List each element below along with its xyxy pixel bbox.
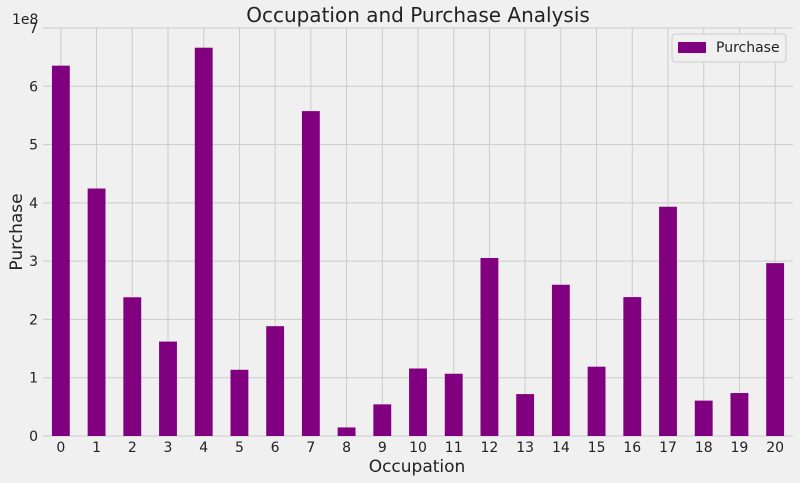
x-tick-label: 16 xyxy=(623,440,641,456)
x-tick-label: 15 xyxy=(588,440,606,456)
legend-box xyxy=(671,33,787,63)
x-tick-label: 5 xyxy=(235,440,244,456)
bar-occupation-11 xyxy=(444,373,463,436)
x-tick-label: 19 xyxy=(731,440,749,456)
x-tick-label: 7 xyxy=(306,440,315,456)
x-tick-label: 8 xyxy=(342,440,351,456)
x-tick-label: 1 xyxy=(92,440,101,456)
bar-occupation-14 xyxy=(551,284,570,436)
bar-occupation-0 xyxy=(51,65,70,436)
x-tick-label: 3 xyxy=(164,440,173,456)
bar-occupation-4 xyxy=(194,47,213,437)
bars xyxy=(51,47,785,437)
x-tick-label: 4 xyxy=(199,440,208,456)
x-tick-label: 9 xyxy=(378,440,387,456)
bar-occupation-19 xyxy=(730,393,749,436)
y-tick-label: 5 xyxy=(29,138,38,154)
y-tick-label: 3 xyxy=(29,254,38,270)
legend-swatch xyxy=(678,42,706,53)
bar-occupation-15 xyxy=(587,366,606,436)
y-tick-label: 1 xyxy=(29,371,38,387)
chart-title: Occupation and Purchase Analysis xyxy=(246,3,590,27)
x-tick-label: 12 xyxy=(481,440,499,456)
x-tick-label: 14 xyxy=(552,440,570,456)
bar-occupation-6 xyxy=(266,326,285,436)
x-tick-label: 0 xyxy=(56,440,65,456)
y-tick-label: 0 xyxy=(29,429,38,445)
bar-occupation-1 xyxy=(87,188,106,436)
x-tick-label: 13 xyxy=(516,440,534,456)
bar-occupation-16 xyxy=(623,297,642,436)
y-tick-label: 2 xyxy=(29,312,38,328)
bar-occupation-8 xyxy=(337,427,356,436)
x-tick-label: 10 xyxy=(409,440,427,456)
x-tick-label: 17 xyxy=(659,440,677,456)
x-tick-label: 20 xyxy=(766,440,784,456)
y-offset-label: 1e8 xyxy=(12,12,38,28)
y-tick-label: 4 xyxy=(29,196,38,212)
legend-label: Purchase xyxy=(716,40,780,56)
bar-occupation-18 xyxy=(694,400,713,436)
x-axis-ticks: 0 1 2 3 4 5 6 7 8 9 10 11 12 13 14 15 16 17 18 19 20 xyxy=(56,440,784,456)
x-tick-label: 18 xyxy=(695,440,713,456)
bar-occupation-12 xyxy=(480,257,499,436)
y-tick-label: 6 xyxy=(29,79,38,95)
x-axis-label: Occupation xyxy=(369,457,466,477)
bar-occupation-7 xyxy=(301,111,320,437)
bar-occupation-2 xyxy=(123,297,142,436)
bar-occupation-3 xyxy=(159,341,177,436)
bar-occupation-20 xyxy=(766,263,785,436)
y-axis-label: Purchase xyxy=(7,193,27,270)
bar-occupation-10 xyxy=(409,368,427,436)
bar-occupation-17 xyxy=(659,206,677,436)
x-tick-label: 11 xyxy=(445,440,463,456)
y-axis-ticks: 0 1 2 3 4 5 6 7 xyxy=(29,21,38,445)
bar-occupation-9 xyxy=(373,404,392,436)
y-tick-label: 7 xyxy=(29,21,38,37)
x-tick-label: 6 xyxy=(271,440,280,456)
x-tick-label: 2 xyxy=(128,440,137,456)
bar-occupation-5 xyxy=(230,369,249,436)
bar-occupation-13 xyxy=(516,394,535,436)
legend: Purchase xyxy=(671,33,787,63)
